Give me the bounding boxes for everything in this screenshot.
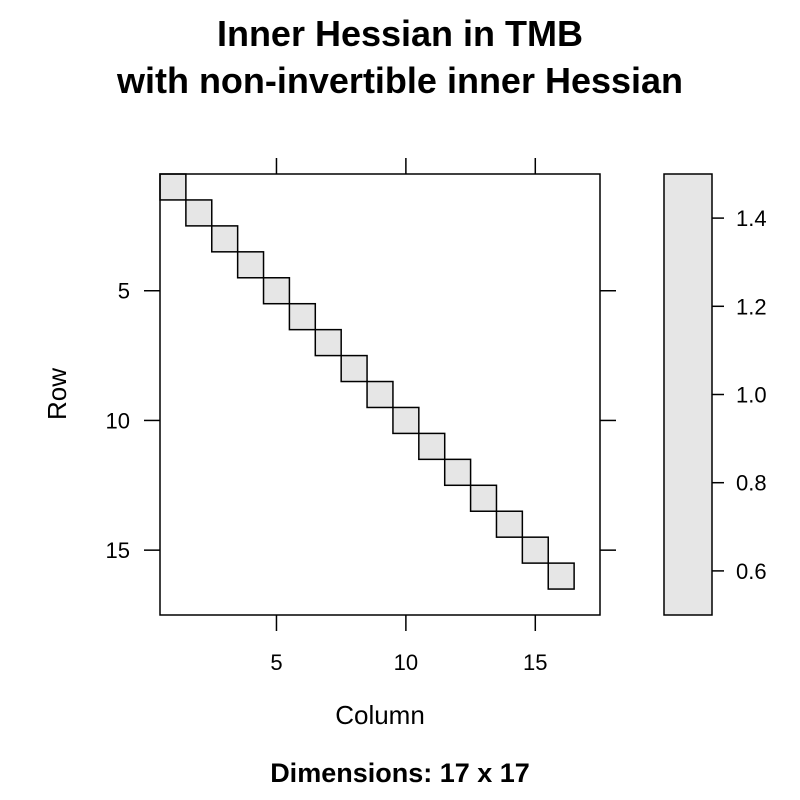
heatmap-cell (366, 380, 394, 409)
colorkey-tick-label: 0.8 (736, 471, 767, 496)
colorkey-tick-label: 0.6 (736, 559, 767, 584)
heatmap-cell (392, 406, 420, 435)
heatmap-cell (418, 432, 446, 461)
y-tick-label: 10 (106, 408, 130, 433)
x-tick-label: 15 (523, 650, 547, 675)
heatmap-cell (211, 225, 239, 253)
chart-subtitle: Dimensions: 17 x 17 (270, 758, 530, 788)
heatmap-cell (262, 277, 291, 305)
heatmap-cells (159, 173, 575, 590)
x-tick-label: 5 (270, 650, 282, 675)
colorkey-tick-label: 1.0 (736, 383, 767, 408)
chart-title-line-1: Inner Hessian in TMB (217, 13, 583, 54)
plot-panel-border (159, 173, 601, 616)
colorkey-tick-label: 1.2 (736, 294, 767, 319)
y-tick-label: 15 (106, 538, 130, 563)
heatmap-cell (288, 302, 317, 331)
heatmap-cell (521, 536, 549, 564)
heatmap-cell (185, 199, 213, 227)
x-tick-label: 10 (394, 650, 418, 675)
heatmap-cell (547, 562, 575, 590)
heatmap-cell (495, 510, 524, 538)
colorkey-bar (663, 173, 713, 616)
heatmap-cell (236, 251, 265, 279)
axis-ticks: 5 10 15 5 10 15 (106, 158, 616, 675)
y-axis-label: Row (42, 368, 72, 420)
heatmap-cell (469, 484, 498, 512)
heatmap-cell (443, 458, 472, 487)
colorkey-ticks: 0.6 0.8 1.0 1.2 1.4 (712, 206, 767, 584)
chart-title-line-2: with non-invertible inner Hessian (116, 60, 683, 101)
x-axis-label: Column (335, 700, 425, 730)
heatmap-cell (314, 328, 342, 357)
heatmap-cell (159, 173, 187, 201)
y-tick-label: 5 (118, 279, 130, 304)
colorkey-tick-label: 1.4 (736, 206, 767, 231)
heatmap-cell (340, 354, 368, 383)
